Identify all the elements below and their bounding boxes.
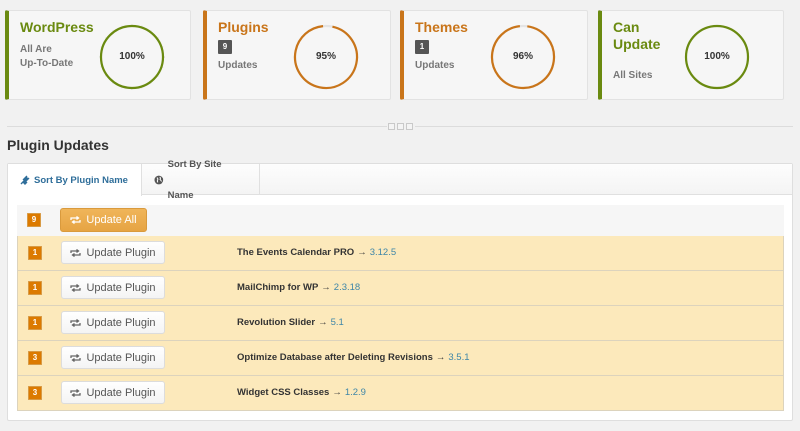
handle-square-icon [397, 123, 404, 130]
progress-ring: 95% [291, 22, 361, 92]
tab-label: Sort By Plugin Name [34, 174, 128, 186]
site-count-badge: 1 [28, 246, 42, 260]
arrow-icon: → [318, 317, 328, 328]
refresh-icon [70, 318, 82, 327]
progress-ring-icon [490, 24, 556, 90]
progress-ring-icon [684, 24, 750, 90]
plugin-row: 1 Update Plugin The Events Calendar PRO →… [17, 236, 784, 271]
total-count-badge: 9 [27, 213, 41, 227]
update-plugin-label: Update Plugin [86, 351, 156, 364]
card-title: Plugins [218, 19, 269, 35]
card-title: Can [613, 19, 640, 35]
card-title: WordPress [20, 19, 94, 35]
plug-icon [20, 175, 30, 185]
plugin-row: 3 Update Plugin Widget CSS Classes → 1.2.9 [17, 376, 784, 411]
card-plugins: Plugins 9 Updates 95% [203, 10, 391, 100]
plugin-update-list: 9 Update All 1 Update Plugin The Events … [17, 205, 784, 411]
card-themes: Themes 1 Updates 96% [400, 10, 588, 100]
plugin-name: MailChimp for WP [237, 282, 319, 293]
progress-percent: 95% [315, 51, 336, 62]
card-subtitle: All Are [20, 44, 52, 55]
plugin-version-link[interactable]: 1.2.9 [344, 387, 366, 398]
plugin-info: Revolution Slider → 5.1 [237, 306, 344, 340]
tab-label: Sort By Site Name [167, 158, 222, 201]
plugin-version-link[interactable]: 2.3.18 [333, 282, 361, 293]
progress-ring: 96% [488, 22, 558, 92]
tab-sort-by-site-name[interactable]: Sort By Site Name [142, 159, 260, 201]
arrow-icon: → [332, 387, 342, 398]
progress-percent: 96% [512, 51, 533, 62]
refresh-icon [70, 283, 82, 292]
count-badge: 1 [415, 40, 429, 54]
card-subtitle: Up-To-Date [20, 58, 74, 69]
progress-ring-icon [99, 24, 165, 90]
update-plugin-label: Update Plugin [86, 246, 156, 259]
plugin-name: The Events Calendar PRO [237, 247, 355, 258]
update-all-label: Update All [86, 214, 137, 226]
refresh-icon [70, 248, 82, 257]
card-wordpress: WordPress All Are Up-To-Date 100% [5, 10, 191, 100]
divider-drag-handle[interactable] [387, 122, 415, 131]
plugin-name: Revolution Slider [237, 317, 316, 328]
site-count-badge: 3 [28, 386, 42, 400]
update-plugin-button[interactable]: Update Plugin [61, 346, 165, 369]
progress-ring: 100% [97, 22, 167, 92]
plugin-name: Widget CSS Classes [237, 387, 330, 398]
plugin-row: 1 Update Plugin Revolution Slider → 5.1 [17, 306, 784, 341]
plugin-info: MailChimp for WP → 2.3.18 [237, 271, 360, 305]
progress-percent: 100% [119, 51, 145, 62]
handle-square-icon [388, 123, 395, 130]
card-subtitle: Updates [218, 60, 258, 71]
card-title: Themes [415, 19, 468, 35]
progress-percent: 100% [704, 51, 730, 62]
refresh-icon [70, 353, 82, 362]
refresh-icon [70, 388, 82, 397]
progress-ring-icon [293, 24, 359, 90]
count-badge: 9 [218, 40, 232, 54]
list-header: 9 Update All [17, 205, 784, 236]
plugin-name: Optimize Database after Deleting Revisio… [237, 352, 433, 363]
plugin-info: Optimize Database after Deleting Revisio… [237, 341, 470, 375]
plugin-info: Widget CSS Classes → 1.2.9 [237, 376, 366, 410]
tab-sort-by-plugin-name[interactable]: Sort By Plugin Name [8, 164, 142, 196]
update-plugin-button[interactable]: Update Plugin [61, 241, 165, 264]
plugin-updates-panel: Sort By Plugin Name Sort By Site Name 9 … [7, 159, 793, 421]
site-count-badge: 3 [28, 351, 42, 365]
card-can-update: Can Update All Sites 100% [598, 10, 784, 100]
update-plugin-label: Update Plugin [86, 316, 156, 329]
card-title: Update [613, 36, 661, 52]
plugin-row: 1 Update Plugin MailChimp for WP → 2.3.18 [17, 271, 784, 306]
plugin-version-link[interactable]: 3.12.5 [369, 247, 397, 258]
refresh-icon [70, 216, 82, 224]
progress-ring: 100% [682, 22, 752, 92]
tab-bar: Sort By Plugin Name Sort By Site Name [8, 159, 792, 201]
update-plugin-label: Update Plugin [86, 386, 156, 399]
arrow-icon: → [435, 352, 446, 363]
site-count-badge: 1 [28, 316, 42, 330]
plugin-row: 3 Update Plugin Optimize Database after … [17, 341, 784, 376]
arrow-icon: → [357, 247, 367, 258]
card-subtitle: All Sites [613, 70, 653, 81]
section-title: Plugin Updates [7, 137, 109, 153]
update-all-button[interactable]: Update All [60, 208, 147, 232]
site-count-badge: 1 [28, 281, 42, 295]
plugin-version-link[interactable]: 5.1 [330, 317, 344, 328]
update-plugin-button[interactable]: Update Plugin [61, 311, 165, 334]
card-subtitle: Updates [415, 60, 455, 71]
arrow-icon: → [321, 282, 331, 293]
handle-square-icon [406, 123, 413, 130]
summary-cards: WordPress All Are Up-To-Date 100% Plugin… [0, 0, 800, 110]
globe-icon [154, 175, 164, 184]
plugin-version-link[interactable]: 3.5.1 [448, 352, 470, 363]
update-plugin-label: Update Plugin [86, 281, 156, 294]
plugin-info: The Events Calendar PRO → 3.12.5 [237, 236, 396, 270]
update-plugin-button[interactable]: Update Plugin [61, 381, 165, 404]
update-plugin-button[interactable]: Update Plugin [61, 276, 165, 299]
